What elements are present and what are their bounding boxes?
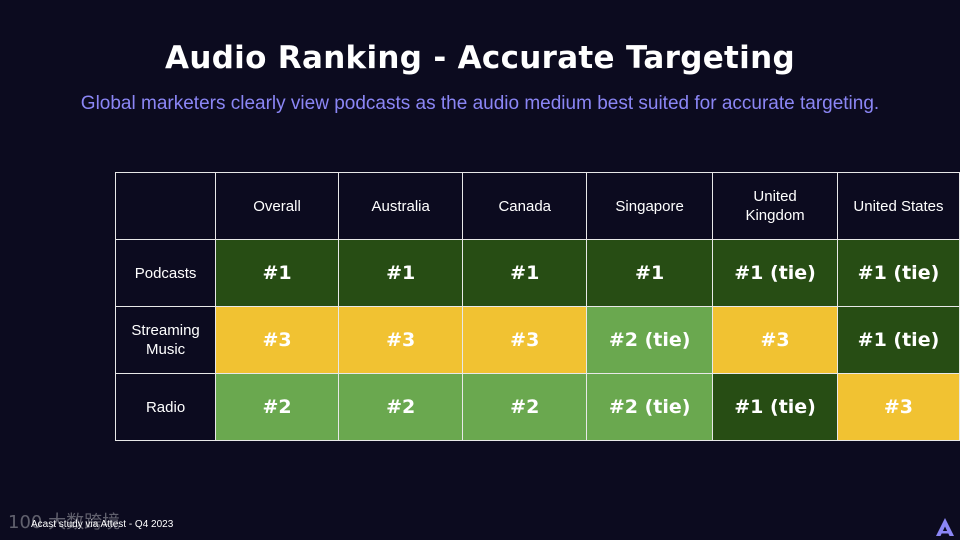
table-row: Streaming Music #3 #3 #3 #2 (tie) #3 #1 … [114,306,960,374]
column-header-overall: Overall [215,172,339,240]
table-corner-cell [114,172,217,240]
column-header-canada: Canada [462,172,588,240]
row-header-radio: Radio [114,373,217,441]
source-footnote: Acast study via Attest - Q4 2023 [31,519,174,530]
row-header-label: Streaming Music [131,322,200,358]
rank-cell: #1 [462,239,588,307]
rank-cell: #2 [337,373,464,441]
row-header-streaming-music: Streaming Music [114,306,217,374]
rank-cell: #1 [586,239,714,307]
column-header-australia: Australia [337,172,464,240]
rank-cell: #2 [462,373,588,441]
rank-cell: #3 [836,373,960,441]
rank-cell: #1 (tie) [712,373,838,441]
table-header-row: Overall Australia Canada Singapore Unite… [114,172,960,240]
rank-cell: #1 (tie) [836,239,960,307]
page-title: Audio Ranking - Accurate Targeting [165,40,795,76]
rank-cell: #2 (tie) [586,306,714,374]
row-header-podcasts: Podcasts [114,239,217,307]
column-header-united-kingdom: United Kingdom [712,172,838,240]
rank-cell: #3 [337,306,464,374]
column-header-singapore: Singapore [586,172,714,240]
rank-cell: #1 (tie) [836,306,960,374]
acast-logo-icon [936,518,954,536]
page-subtitle: Global marketers clearly view podcasts a… [80,93,880,114]
ranking-table: Overall Australia Canada Singapore Unite… [114,172,960,441]
watermark: 100 大数跨境 [8,512,121,533]
table-row: Radio #2 #2 #2 #2 (tie) #1 (tie) #3 [114,373,960,441]
rank-cell: #1 (tie) [712,239,838,307]
table-row: Podcasts #1 #1 #1 #1 #1 (tie) #1 (tie) [114,239,960,307]
rank-cell: #2 [215,373,339,441]
column-header-united-states: United States [836,172,960,240]
rank-cell: #3 [215,306,339,374]
rank-cell: #1 [337,239,464,307]
rank-cell: #1 [215,239,339,307]
rank-cell: #3 [712,306,838,374]
rank-cell: #3 [462,306,588,374]
rank-cell: #2 (tie) [586,373,714,441]
